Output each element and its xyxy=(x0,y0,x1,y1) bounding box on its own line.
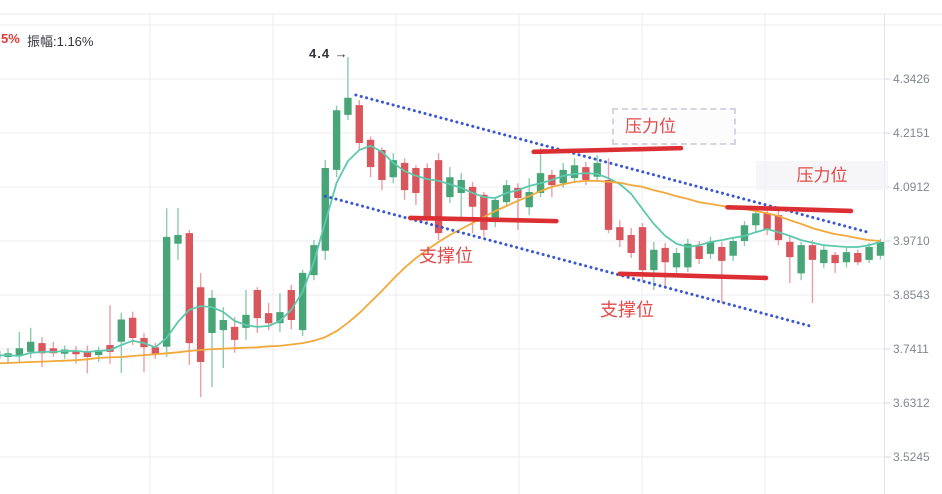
lower-channel-dotted[interactable] xyxy=(323,194,812,328)
change-percent-label: 5% xyxy=(1,31,20,46)
upper-channel-dotted[interactable] xyxy=(354,93,870,234)
resistance-label-2[interactable]: 压力位 xyxy=(756,161,888,190)
y-axis-label: 3.7411 xyxy=(893,342,929,356)
y-axis-label: 3.6312 xyxy=(893,396,930,410)
peak-price-annotation: 4.4 → xyxy=(309,46,349,61)
support-label-1[interactable]: 支撑位 xyxy=(419,246,473,266)
y-axis-label: 4.3426 xyxy=(893,72,930,86)
amplitude-label: 振幅:1.16% xyxy=(27,34,94,49)
y-axis-label: 4.2151 xyxy=(893,126,930,140)
resistance-line-1[interactable] xyxy=(531,145,684,155)
support-line-1[interactable] xyxy=(407,215,559,224)
support-label-2[interactable]: 支撑位 xyxy=(600,300,654,320)
support-line-2[interactable] xyxy=(617,271,769,281)
resistance-label-1[interactable]: 压力位 xyxy=(612,108,736,145)
y-axis-label: 3.9710 xyxy=(893,234,930,248)
resistance-line-2[interactable] xyxy=(725,204,854,214)
y-axis-label: 4.0912 xyxy=(893,180,930,194)
y-axis-label: 3.8543 xyxy=(893,288,930,302)
y-axis-label: 3.5245 xyxy=(893,450,930,464)
ma-short-line xyxy=(0,144,881,357)
